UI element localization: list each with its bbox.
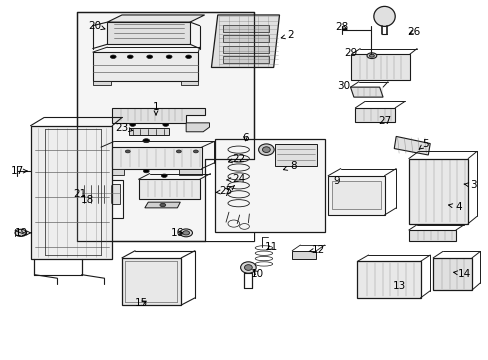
Polygon shape <box>350 87 382 97</box>
Polygon shape <box>186 123 209 132</box>
Bar <box>351 54 409 80</box>
Bar <box>81 184 119 204</box>
Ellipse shape <box>95 207 102 211</box>
Text: 4: 4 <box>447 202 461 212</box>
Ellipse shape <box>176 150 181 153</box>
Text: 13: 13 <box>392 282 405 292</box>
Polygon shape <box>327 176 384 215</box>
Polygon shape <box>211 15 279 67</box>
Text: 24: 24 <box>226 174 245 184</box>
Ellipse shape <box>161 174 167 177</box>
Text: 22: 22 <box>228 154 245 164</box>
Bar <box>222 35 268 42</box>
Polygon shape <box>93 81 111 85</box>
Ellipse shape <box>160 203 165 207</box>
Text: 8: 8 <box>283 161 296 171</box>
Text: 5: 5 <box>418 139 428 149</box>
Bar <box>222 46 268 53</box>
Text: 16: 16 <box>170 228 183 238</box>
Polygon shape <box>408 230 455 242</box>
Text: 9: 9 <box>333 176 340 186</box>
Bar <box>331 181 380 209</box>
Text: 10: 10 <box>250 269 264 279</box>
Bar <box>77 12 254 241</box>
Ellipse shape <box>369 54 373 57</box>
Text: 11: 11 <box>264 242 277 252</box>
Text: 25: 25 <box>216 186 232 197</box>
Text: 6: 6 <box>242 133 248 143</box>
Ellipse shape <box>366 53 376 59</box>
Bar <box>222 24 268 32</box>
Text: 3: 3 <box>463 180 475 190</box>
Polygon shape <box>93 52 198 81</box>
Text: 2: 2 <box>281 30 293 40</box>
Polygon shape <box>432 258 471 290</box>
Polygon shape <box>138 179 200 199</box>
Polygon shape <box>128 128 169 135</box>
Text: 28: 28 <box>334 22 347 32</box>
Polygon shape <box>291 251 316 259</box>
Polygon shape <box>204 158 254 241</box>
Polygon shape <box>101 168 123 175</box>
Text: 26: 26 <box>406 27 420 37</box>
Bar <box>274 144 317 166</box>
Polygon shape <box>144 202 180 208</box>
Ellipse shape <box>166 55 172 58</box>
Polygon shape <box>30 126 112 258</box>
Bar <box>83 195 107 206</box>
Ellipse shape <box>106 150 111 153</box>
Ellipse shape <box>193 150 198 153</box>
Ellipse shape <box>185 55 191 58</box>
Text: 21: 21 <box>73 189 86 199</box>
Ellipse shape <box>373 6 394 26</box>
Polygon shape <box>107 22 190 44</box>
Polygon shape <box>408 158 467 224</box>
Polygon shape <box>107 15 204 22</box>
Text: 30: 30 <box>337 81 350 91</box>
Ellipse shape <box>146 55 152 58</box>
Ellipse shape <box>262 147 270 153</box>
Text: 29: 29 <box>343 48 356 58</box>
Polygon shape <box>357 261 420 298</box>
Polygon shape <box>122 258 181 305</box>
Text: 12: 12 <box>308 245 325 255</box>
Ellipse shape <box>142 139 149 143</box>
Text: 1: 1 <box>152 102 159 115</box>
Ellipse shape <box>183 231 189 235</box>
Text: 7: 7 <box>222 186 234 198</box>
Text: 23: 23 <box>115 123 132 133</box>
Ellipse shape <box>244 265 252 270</box>
Ellipse shape <box>15 229 27 237</box>
Ellipse shape <box>180 229 192 237</box>
Ellipse shape <box>129 123 135 126</box>
Polygon shape <box>112 108 204 123</box>
Ellipse shape <box>163 123 168 126</box>
Ellipse shape <box>143 169 149 173</box>
Text: 18: 18 <box>81 195 94 204</box>
Ellipse shape <box>127 55 133 58</box>
Bar <box>215 139 324 232</box>
Bar <box>78 180 122 217</box>
Polygon shape <box>179 168 201 175</box>
Ellipse shape <box>125 150 130 153</box>
Ellipse shape <box>110 55 116 58</box>
Text: 27: 27 <box>377 116 390 126</box>
Bar <box>222 56 268 63</box>
Text: 15: 15 <box>135 298 148 308</box>
Text: 17: 17 <box>10 166 27 176</box>
Ellipse shape <box>258 144 274 156</box>
Polygon shape <box>355 108 394 122</box>
Text: 20: 20 <box>88 21 105 31</box>
Text: 19: 19 <box>15 228 31 238</box>
Polygon shape <box>181 81 198 85</box>
Polygon shape <box>101 147 201 168</box>
Text: 14: 14 <box>453 269 470 279</box>
Polygon shape <box>393 136 429 155</box>
Ellipse shape <box>240 262 256 273</box>
